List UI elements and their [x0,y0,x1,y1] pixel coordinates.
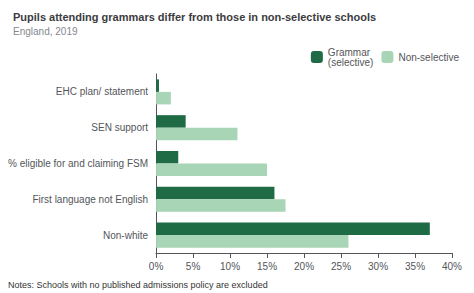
svg-text:15%: 15% [257,261,277,272]
svg-text:25%: 25% [331,261,351,272]
svg-text:SEN support: SEN support [91,122,148,133]
svg-text:5%: 5% [186,261,201,272]
svg-text:Non-selective: Non-selective [398,52,459,63]
svg-text:Pupils attending grammars diff: Pupils attending grammars differ from th… [13,11,376,23]
svg-text:EHC plan/ statement: EHC plan/ statement [56,86,148,97]
svg-text:0%: 0% [149,261,164,272]
svg-text:35%: 35% [405,261,425,272]
svg-text:(selective): (selective) [328,57,374,68]
svg-text:% eligible for and claiming FS: % eligible for and claiming FSM [8,158,148,169]
svg-text:40%: 40% [442,261,462,272]
svg-text:Non-white: Non-white [103,230,148,241]
svg-text:England, 2019: England, 2019 [13,26,78,37]
svg-text:Notes: Schools with no publish: Notes: Schools with no published admissi… [8,280,268,290]
svg-text:First language not English: First language not English [32,194,148,205]
svg-text:30%: 30% [368,261,388,272]
svg-text:10%: 10% [220,261,240,272]
svg-text:Grammar: Grammar [327,46,371,58]
svg-text:20%: 20% [294,261,314,272]
